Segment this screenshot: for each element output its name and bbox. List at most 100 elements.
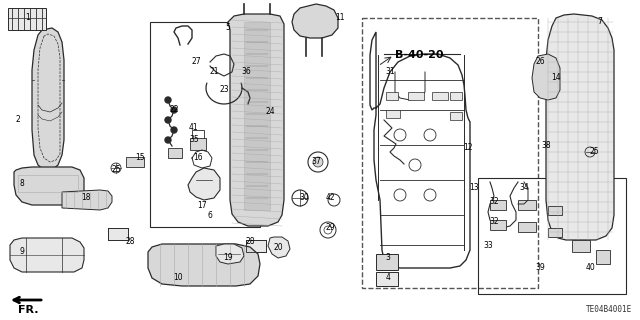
Text: 42: 42 <box>325 194 335 203</box>
Circle shape <box>111 163 121 173</box>
Bar <box>362 18 538 288</box>
Bar <box>8 8 46 30</box>
Text: 4: 4 <box>385 274 390 283</box>
Bar <box>108 228 128 240</box>
Polygon shape <box>188 168 220 200</box>
Text: 36: 36 <box>241 68 251 76</box>
Text: 23: 23 <box>219 85 229 94</box>
Bar <box>548 228 562 237</box>
Bar <box>450 92 462 100</box>
Text: 40: 40 <box>585 263 595 273</box>
Polygon shape <box>546 14 614 240</box>
Bar <box>258 70 264 82</box>
Text: 22: 22 <box>169 106 179 115</box>
Polygon shape <box>268 237 290 258</box>
Bar <box>268 46 276 51</box>
Text: 14: 14 <box>551 74 561 83</box>
Text: 11: 11 <box>335 13 345 22</box>
Text: 38: 38 <box>541 140 551 149</box>
Text: 28: 28 <box>245 237 255 246</box>
Circle shape <box>171 127 177 133</box>
Text: 24: 24 <box>265 108 275 116</box>
Bar <box>164 256 194 270</box>
Bar <box>250 88 256 98</box>
Text: 16: 16 <box>193 154 203 163</box>
Circle shape <box>165 117 171 123</box>
Polygon shape <box>10 238 84 272</box>
Text: 26: 26 <box>535 58 545 67</box>
Bar <box>432 92 448 100</box>
Bar <box>376 272 398 286</box>
Bar <box>548 206 562 215</box>
Text: 39: 39 <box>535 263 545 273</box>
Text: 3: 3 <box>385 253 390 262</box>
Text: 27: 27 <box>191 58 201 67</box>
Polygon shape <box>370 32 470 268</box>
Bar <box>150 22 260 227</box>
Bar <box>490 220 506 230</box>
Polygon shape <box>14 167 84 205</box>
Bar <box>408 92 424 100</box>
Bar <box>572 240 590 252</box>
Text: 12: 12 <box>463 143 473 153</box>
Polygon shape <box>62 190 112 210</box>
Bar <box>376 254 398 270</box>
Text: 5: 5 <box>225 23 230 33</box>
Text: 30: 30 <box>299 194 309 203</box>
Bar <box>518 200 536 210</box>
Bar <box>386 110 400 118</box>
Bar <box>518 222 536 232</box>
Text: 18: 18 <box>81 194 91 203</box>
Polygon shape <box>532 54 560 100</box>
Text: 31: 31 <box>385 68 395 76</box>
Text: 10: 10 <box>173 274 183 283</box>
Circle shape <box>313 157 323 167</box>
Bar <box>450 112 462 120</box>
Text: 25: 25 <box>589 148 599 156</box>
Text: 28: 28 <box>125 237 135 246</box>
Text: 25: 25 <box>111 165 121 174</box>
Text: 8: 8 <box>20 179 24 188</box>
Text: 35: 35 <box>189 135 199 145</box>
Text: TE04B4001E: TE04B4001E <box>586 305 632 314</box>
Text: 33: 33 <box>483 241 493 250</box>
Text: 41: 41 <box>188 124 198 132</box>
Text: 32: 32 <box>489 197 499 206</box>
Bar <box>490 200 506 210</box>
Bar <box>168 148 182 158</box>
Text: 34: 34 <box>519 183 529 193</box>
Text: 20: 20 <box>273 244 283 252</box>
Polygon shape <box>292 4 338 38</box>
Text: 32: 32 <box>489 218 499 227</box>
Bar <box>596 250 610 264</box>
Text: 15: 15 <box>135 154 145 163</box>
Text: B-40-20: B-40-20 <box>395 50 444 60</box>
Circle shape <box>165 137 171 143</box>
Text: 21: 21 <box>209 68 219 76</box>
Circle shape <box>165 97 171 103</box>
Polygon shape <box>216 244 244 264</box>
Bar <box>204 256 234 270</box>
Text: 9: 9 <box>20 247 24 257</box>
Polygon shape <box>244 22 270 210</box>
Bar <box>386 92 398 100</box>
Polygon shape <box>32 28 64 170</box>
Text: 13: 13 <box>469 183 479 193</box>
Text: 17: 17 <box>197 201 207 210</box>
Bar <box>246 240 266 252</box>
Bar <box>478 178 626 294</box>
Bar <box>190 138 206 150</box>
Text: 1: 1 <box>26 13 30 22</box>
Bar <box>542 76 552 94</box>
Text: 29: 29 <box>325 223 335 233</box>
Bar <box>238 46 246 51</box>
Circle shape <box>171 107 177 113</box>
Bar <box>126 157 144 167</box>
Text: 19: 19 <box>223 253 233 262</box>
Text: FR.: FR. <box>18 305 38 315</box>
Polygon shape <box>228 14 284 226</box>
Polygon shape <box>148 244 260 286</box>
Text: 7: 7 <box>598 18 602 27</box>
Text: 37: 37 <box>311 157 321 166</box>
Text: 6: 6 <box>207 211 212 220</box>
